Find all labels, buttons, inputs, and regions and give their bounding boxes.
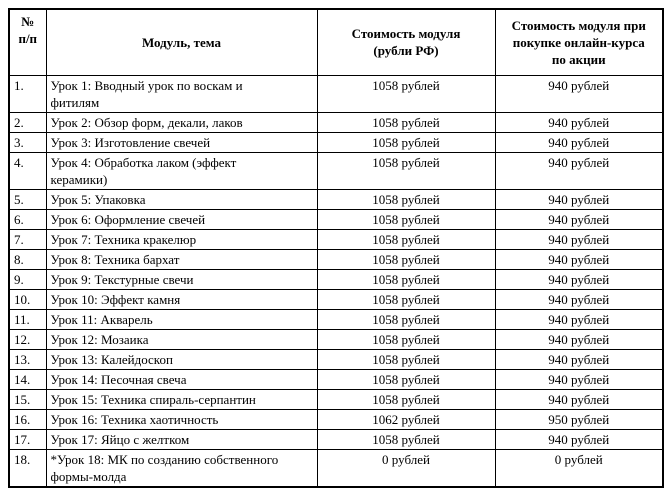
price-cell: 1058 рублей bbox=[316, 248, 496, 270]
table-row: 3. Урок 3: Изготовление свечей 1058 рубл… bbox=[8, 131, 664, 153]
promo-price-cell: 940 рублей bbox=[494, 268, 664, 290]
table-row: 8. Урок 8: Техника бархат 1058 рублей 94… bbox=[8, 248, 664, 270]
promo-price-cell: 940 рублей bbox=[494, 188, 664, 210]
table-row: 4. Урок 4: Обработка лаком (эффект керам… bbox=[8, 151, 664, 190]
table-row: 10. Урок 10: Эффект камня 1058 рублей 94… bbox=[8, 288, 664, 310]
price-cell: 1058 рублей bbox=[316, 308, 496, 330]
price-cell: 1058 рублей bbox=[316, 348, 496, 370]
topic-cell: Урок 9: Текстурные свечи bbox=[45, 268, 318, 290]
promo-price-cell: 950 рублей bbox=[494, 408, 664, 430]
price-cell: 1058 рублей bbox=[316, 388, 496, 410]
price-cell: 1058 рублей bbox=[316, 111, 496, 133]
price-cell: 1058 рублей bbox=[316, 328, 496, 350]
topic-cell: Урок 2: Обзор форм, декали, лаков bbox=[45, 111, 318, 133]
row-number-cell: 4. bbox=[8, 151, 47, 190]
promo-price-cell: 940 рублей bbox=[494, 208, 664, 230]
price-cell: 1058 рублей bbox=[316, 131, 496, 153]
topic-cell: Урок 4: Обработка лаком (эффект керамики… bbox=[45, 151, 318, 190]
promo-price-cell: 940 рублей bbox=[494, 228, 664, 250]
row-number-cell: 8. bbox=[8, 248, 47, 270]
price-cell: 1058 рублей bbox=[316, 368, 496, 390]
price-cell: 1058 рублей bbox=[316, 208, 496, 230]
promo-price-cell: 940 рублей bbox=[494, 151, 664, 190]
row-number-cell: 12. bbox=[8, 328, 47, 350]
table-header-row: № п/п Модуль, тема Стоимость модуля (руб… bbox=[8, 8, 664, 76]
topic-cell: Урок 8: Техника бархат bbox=[45, 248, 318, 270]
header-topic: Модуль, тема bbox=[45, 8, 318, 76]
topic-cell: Урок 1: Вводный урок по воскам и фитилям bbox=[45, 74, 318, 113]
header-promo-price: Стоимость модуля при покупке онлайн-курс… bbox=[494, 8, 664, 76]
table-row: 2. Урок 2: Обзор форм, декали, лаков 105… bbox=[8, 111, 664, 133]
topic-cell: Урок 10: Эффект камня bbox=[45, 288, 318, 310]
row-number-cell: 2. bbox=[8, 111, 47, 133]
price-cell: 1058 рублей bbox=[316, 74, 496, 113]
promo-price-cell: 940 рублей bbox=[494, 428, 664, 450]
promo-price-cell: 940 рублей bbox=[494, 388, 664, 410]
price-cell: 1058 рублей bbox=[316, 288, 496, 310]
row-number-cell: 1. bbox=[8, 74, 47, 113]
promo-price-cell: 940 рублей bbox=[494, 131, 664, 153]
topic-cell: Урок 15: Техника спираль-серпантин bbox=[45, 388, 318, 410]
row-number-cell: 6. bbox=[8, 208, 47, 230]
row-number-cell: 10. bbox=[8, 288, 47, 310]
document-page: № п/п Модуль, тема Стоимость модуля (руб… bbox=[8, 8, 664, 488]
topic-cell: *Урок 18: МК по созданию собственного фо… bbox=[45, 448, 318, 487]
table-row: 17. Урок 17: Яйцо с желтком 1058 рублей … bbox=[8, 428, 664, 450]
promo-price-cell: 0 рублей bbox=[494, 448, 664, 487]
price-cell: 1062 рублей bbox=[316, 408, 496, 430]
topic-cell: Урок 3: Изготовление свечей bbox=[45, 131, 318, 153]
row-number-cell: 15. bbox=[8, 388, 47, 410]
row-number-cell: 11. bbox=[8, 308, 47, 330]
table-row: 15. Урок 15: Техника спираль-серпантин 1… bbox=[8, 388, 664, 410]
topic-cell: Урок 11: Акварель bbox=[45, 308, 318, 330]
promo-price-cell: 940 рублей bbox=[494, 328, 664, 350]
topic-cell: Урок 17: Яйцо с желтком bbox=[45, 428, 318, 450]
table-row: 12. Урок 12: Мозаика 1058 рублей 940 руб… bbox=[8, 328, 664, 350]
table-row: 9. Урок 9: Текстурные свечи 1058 рублей … bbox=[8, 268, 664, 290]
promo-price-cell: 940 рублей bbox=[494, 74, 664, 113]
topic-cell: Урок 14: Песочная свеча bbox=[45, 368, 318, 390]
row-number-cell: 16. bbox=[8, 408, 47, 430]
topic-cell: Урок 6: Оформление свечей bbox=[45, 208, 318, 230]
row-number-cell: 14. bbox=[8, 368, 47, 390]
price-cell: 1058 рублей bbox=[316, 428, 496, 450]
row-number-cell: 17. bbox=[8, 428, 47, 450]
row-number-cell: 18. bbox=[8, 448, 47, 487]
table-row: 16. Урок 16: Техника хаотичность 1062 ру… bbox=[8, 408, 664, 430]
topic-cell: Урок 12: Мозаика bbox=[45, 328, 318, 350]
pricing-table: № п/п Модуль, тема Стоимость модуля (руб… bbox=[8, 8, 664, 488]
row-number-cell: 9. bbox=[8, 268, 47, 290]
table-row: 7. Урок 7: Техника кракелюр 1058 рублей … bbox=[8, 228, 664, 250]
topic-cell: Урок 5: Упаковка bbox=[45, 188, 318, 210]
promo-price-cell: 940 рублей bbox=[494, 111, 664, 133]
promo-price-cell: 940 рублей bbox=[494, 248, 664, 270]
topic-cell: Урок 7: Техника кракелюр bbox=[45, 228, 318, 250]
row-number-cell: 13. bbox=[8, 348, 47, 370]
header-number: № п/п bbox=[8, 8, 47, 76]
price-cell: 1058 рублей bbox=[316, 268, 496, 290]
promo-price-cell: 940 рублей bbox=[494, 288, 664, 310]
table-row: 13. Урок 13: Калейдоскоп 1058 рублей 940… bbox=[8, 348, 664, 370]
row-number-cell: 3. bbox=[8, 131, 47, 153]
price-cell: 1058 рублей bbox=[316, 228, 496, 250]
header-price: Стоимость модуля (рубли РФ) bbox=[316, 8, 496, 76]
price-cell: 0 рублей bbox=[316, 448, 496, 487]
row-number-cell: 5. bbox=[8, 188, 47, 210]
table-row: 14. Урок 14: Песочная свеча 1058 рублей … bbox=[8, 368, 664, 390]
table-row: 18. *Урок 18: МК по созданию собственног… bbox=[8, 448, 664, 487]
topic-cell: Урок 16: Техника хаотичность bbox=[45, 408, 318, 430]
promo-price-cell: 940 рублей bbox=[494, 308, 664, 330]
topic-cell: Урок 13: Калейдоскоп bbox=[45, 348, 318, 370]
table-row: 1. Урок 1: Вводный урок по воскам и фити… bbox=[8, 74, 664, 113]
promo-price-cell: 940 рублей bbox=[494, 348, 664, 370]
table-row: 5. Урок 5: Упаковка 1058 рублей 940 рубл… bbox=[8, 188, 664, 210]
table-row: 6. Урок 6: Оформление свечей 1058 рублей… bbox=[8, 208, 664, 230]
promo-price-cell: 940 рублей bbox=[494, 368, 664, 390]
row-number-cell: 7. bbox=[8, 228, 47, 250]
table-row: 11. Урок 11: Акварель 1058 рублей 940 ру… bbox=[8, 308, 664, 330]
price-cell: 1058 рублей bbox=[316, 188, 496, 210]
price-cell: 1058 рублей bbox=[316, 151, 496, 190]
